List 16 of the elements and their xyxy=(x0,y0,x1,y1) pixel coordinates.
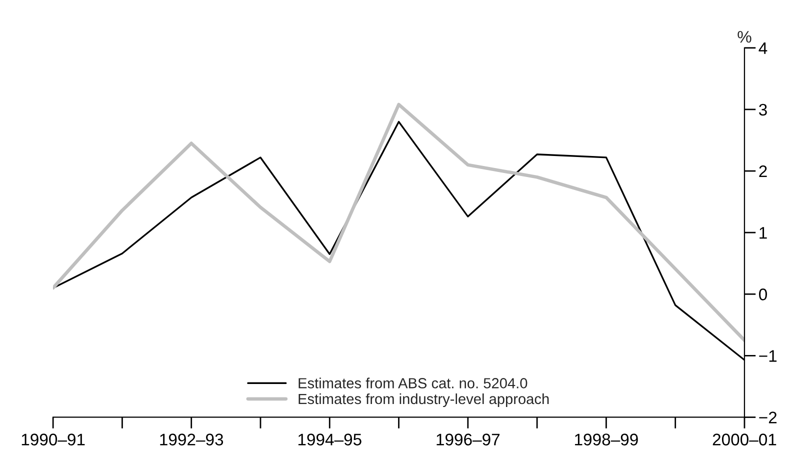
x-tick-label: 1996–97 xyxy=(436,434,500,446)
y-tick-label: 3 xyxy=(759,104,767,116)
legend-label: Estimates from ABS cat. no. 5204.0 xyxy=(298,378,528,388)
x-tick-label: 1990–91 xyxy=(22,434,85,446)
x-tick-label: 1998–99 xyxy=(575,434,638,446)
x-tick-label: 1994–95 xyxy=(298,434,362,446)
y-tick-label: 0 xyxy=(759,288,767,300)
y-tick-label: 1 xyxy=(760,227,767,239)
y-tick-label: 2 xyxy=(759,165,767,178)
y-tick-label: −2 xyxy=(759,412,777,424)
x-tick-label: 2000–01 xyxy=(712,434,776,446)
legend-label: Estimates from industry-level approach xyxy=(298,393,549,408)
y-tick-label: 4 xyxy=(758,42,768,54)
y-axis-title: % xyxy=(738,31,752,43)
x-tick-label: 1992–93 xyxy=(160,434,224,446)
y-tick-label: −1 xyxy=(759,350,777,362)
